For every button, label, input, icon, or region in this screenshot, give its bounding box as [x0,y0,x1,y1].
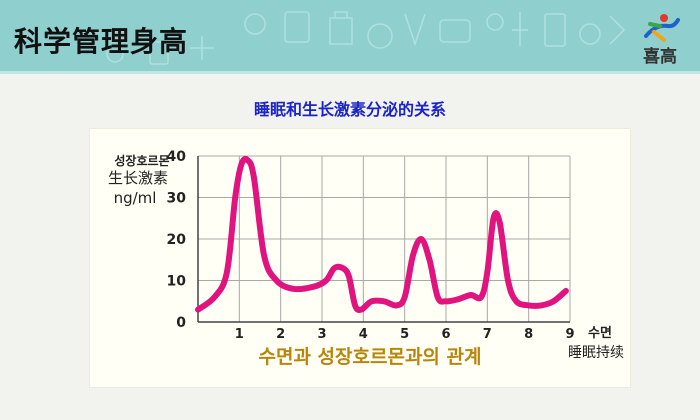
x-tick-label: 7 [483,327,492,342]
y-tick-label: 30 [167,191,187,207]
y-tick-label: 20 [167,232,187,248]
y-tick-label: 0 [176,315,186,331]
chart-title: 睡眠和生长激素分泌的关系 [253,100,446,119]
x-tick-label: 6 [441,327,450,342]
page-title: 科学管理身高 [14,25,189,58]
x-tick-label: 1 [235,327,244,342]
logo-figure-icon [644,14,680,42]
logo-text: 喜高 [643,47,677,67]
chart-panel [89,128,631,388]
logo: 喜高 [634,10,686,67]
xlabel-ko: 수면 [588,325,612,341]
header-pattern [106,11,626,65]
yunit: ng/ml [114,189,157,207]
x-tick-label: 9 [565,327,574,342]
header-band: 科学管理身高 喜高 [0,0,700,74]
chart-subtitle: 수면과 성장호르몬과의 관계 [259,346,482,368]
y-tick-label: 10 [167,274,187,290]
x-tick-label: 3 [317,327,326,342]
ylabel: 生长激素 [108,169,168,187]
x-tick-label: 4 [359,327,368,342]
x-tick-label: 8 [524,327,533,342]
y-tick-label: 40 [167,149,187,165]
xlabel: 睡眠持续 [568,344,624,361]
x-tick-label: 5 [400,327,409,342]
series-line [195,155,569,313]
ylabel-ko: 성장호르몬 [114,154,169,168]
x-tick-label: 2 [276,327,285,342]
